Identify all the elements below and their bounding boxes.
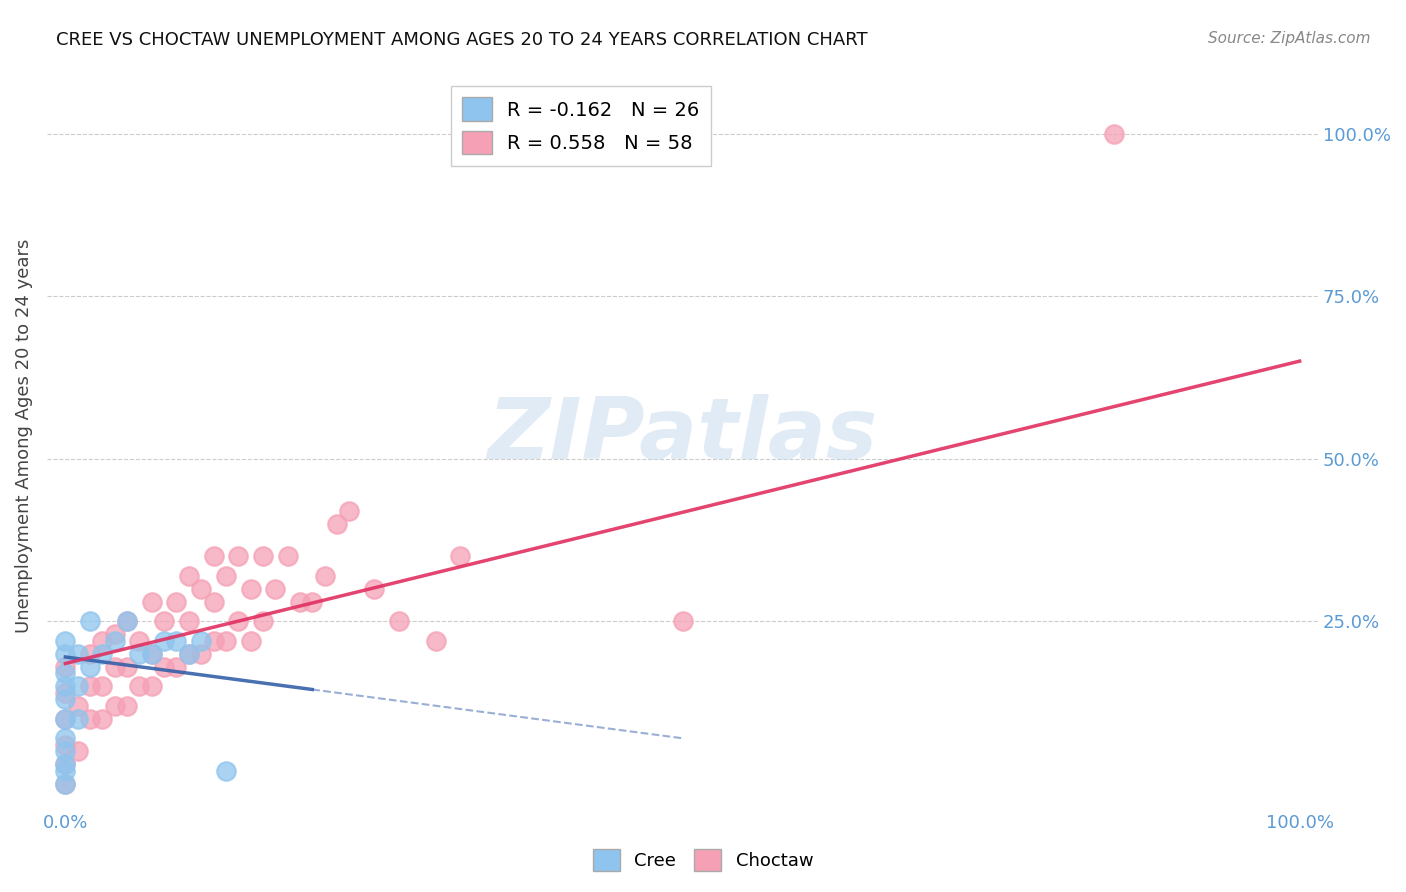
- Point: [202, 595, 225, 609]
- Point: [91, 633, 114, 648]
- Legend: R = -0.162   N = 26, R = 0.558   N = 58: R = -0.162 N = 26, R = 0.558 N = 58: [451, 86, 711, 166]
- Text: ZIPatlas: ZIPatlas: [488, 394, 877, 477]
- Point: [104, 659, 127, 673]
- Point: [177, 568, 200, 582]
- Point: [326, 516, 349, 531]
- Point: [166, 659, 188, 673]
- Point: [425, 633, 447, 648]
- Point: [79, 679, 101, 693]
- Point: [128, 679, 150, 693]
- Point: [79, 712, 101, 726]
- Point: [55, 712, 77, 726]
- Point: [177, 614, 200, 628]
- Point: [55, 744, 77, 758]
- Point: [671, 614, 693, 628]
- Point: [91, 647, 114, 661]
- Point: [66, 698, 89, 713]
- Point: [115, 659, 138, 673]
- Point: [166, 633, 188, 648]
- Point: [55, 712, 77, 726]
- Point: [337, 504, 360, 518]
- Point: [55, 731, 77, 746]
- Point: [141, 647, 163, 661]
- Point: [66, 647, 89, 661]
- Point: [314, 568, 336, 582]
- Point: [91, 679, 114, 693]
- Y-axis label: Unemployment Among Ages 20 to 24 years: Unemployment Among Ages 20 to 24 years: [15, 239, 32, 633]
- Point: [226, 614, 249, 628]
- Point: [215, 764, 238, 778]
- Point: [128, 647, 150, 661]
- Point: [153, 633, 176, 648]
- Text: CREE VS CHOCTAW UNEMPLOYMENT AMONG AGES 20 TO 24 YEARS CORRELATION CHART: CREE VS CHOCTAW UNEMPLOYMENT AMONG AGES …: [56, 31, 868, 49]
- Point: [55, 777, 77, 791]
- Point: [55, 757, 77, 772]
- Point: [190, 582, 212, 596]
- Point: [166, 595, 188, 609]
- Text: Source: ZipAtlas.com: Source: ZipAtlas.com: [1208, 31, 1371, 46]
- Point: [202, 633, 225, 648]
- Point: [288, 595, 311, 609]
- Point: [226, 549, 249, 564]
- Point: [55, 659, 77, 673]
- Point: [264, 582, 287, 596]
- Point: [190, 647, 212, 661]
- Point: [55, 764, 77, 778]
- Point: [104, 698, 127, 713]
- Point: [115, 614, 138, 628]
- Point: [55, 692, 77, 706]
- Point: [177, 647, 200, 661]
- Point: [115, 698, 138, 713]
- Point: [66, 712, 89, 726]
- Point: [128, 633, 150, 648]
- Point: [55, 633, 77, 648]
- Point: [252, 549, 274, 564]
- Point: [141, 679, 163, 693]
- Point: [79, 659, 101, 673]
- Point: [55, 666, 77, 681]
- Point: [301, 595, 323, 609]
- Point: [215, 568, 238, 582]
- Point: [104, 627, 127, 641]
- Point: [66, 744, 89, 758]
- Point: [91, 712, 114, 726]
- Point: [1104, 127, 1126, 141]
- Point: [55, 757, 77, 772]
- Point: [55, 647, 77, 661]
- Point: [79, 614, 101, 628]
- Point: [55, 679, 77, 693]
- Point: [104, 633, 127, 648]
- Point: [252, 614, 274, 628]
- Point: [239, 582, 262, 596]
- Point: [449, 549, 471, 564]
- Point: [55, 738, 77, 752]
- Point: [363, 582, 385, 596]
- Point: [190, 633, 212, 648]
- Point: [141, 647, 163, 661]
- Point: [79, 647, 101, 661]
- Legend: Cree, Choctaw: Cree, Choctaw: [585, 842, 821, 879]
- Point: [239, 633, 262, 648]
- Point: [115, 614, 138, 628]
- Point: [202, 549, 225, 564]
- Point: [153, 659, 176, 673]
- Point: [177, 647, 200, 661]
- Point: [55, 686, 77, 700]
- Point: [388, 614, 411, 628]
- Point: [215, 633, 238, 648]
- Point: [66, 679, 89, 693]
- Point: [141, 595, 163, 609]
- Point: [277, 549, 299, 564]
- Point: [55, 777, 77, 791]
- Point: [153, 614, 176, 628]
